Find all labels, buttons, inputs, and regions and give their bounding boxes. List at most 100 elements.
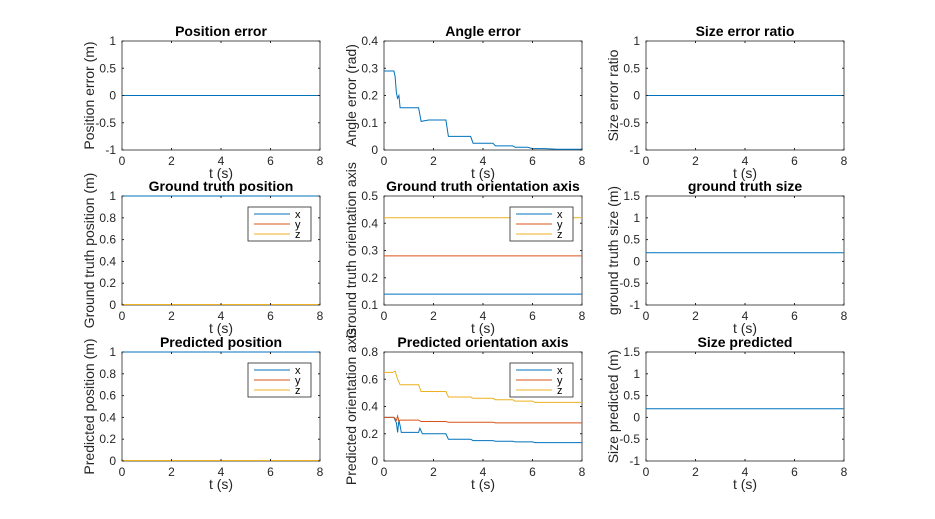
- y-tick-label: 1: [109, 345, 116, 359]
- y-axis-label: Predicted orientation axis: [343, 328, 359, 485]
- axes-box: [645, 195, 845, 306]
- y-tick-label: 0.4: [99, 410, 116, 424]
- legend-label-z: z: [557, 229, 563, 241]
- legend: xyz: [247, 362, 312, 398]
- y-tick-label: 0: [633, 254, 640, 268]
- x-tick-label: 6: [267, 154, 274, 168]
- x-tick-label: 2: [168, 465, 175, 479]
- y-axis-label: Size error ratio: [605, 49, 621, 141]
- x-tick-label: 2: [168, 154, 175, 168]
- legend-label-x: x: [557, 365, 563, 377]
- x-axis-label: t (s): [209, 165, 233, 181]
- y-axis-label: Ground truth position (m): [81, 173, 97, 329]
- series-line-x: [384, 416, 582, 444]
- x-axis-label: t (s): [471, 165, 495, 181]
- x-tick-label: 6: [529, 309, 536, 323]
- legend-label-x: x: [295, 209, 301, 221]
- y-tick-label: 1: [109, 34, 116, 48]
- y-axis-label: Ground truth orientation axis: [343, 162, 359, 339]
- subplot-2: 0 2 4 6 8 0 0.1 0.2 0.3 0.4 Angle error t (s) Angle …: [343, 23, 586, 181]
- x-tick-label: 8: [317, 154, 324, 168]
- x-tick-label: 4: [742, 309, 749, 323]
- x-tick-label: 4: [218, 154, 225, 168]
- x-axis-label: t (s): [209, 320, 233, 336]
- x-tick-label: 0: [643, 309, 650, 323]
- y-tick-label: 0.5: [99, 61, 116, 75]
- y-tick-label: -0.5: [95, 116, 116, 130]
- chart-title: Ground truth position: [149, 178, 294, 194]
- x-axis-label: t (s): [471, 476, 495, 492]
- legend-label-z: z: [557, 385, 563, 397]
- y-axis-label: Size predicted (m): [605, 350, 621, 464]
- y-tick-label: 0.2: [361, 89, 378, 103]
- y-tick-label: 0: [371, 454, 378, 468]
- x-tick-label: 2: [168, 309, 175, 323]
- y-tick-label: 1.5: [623, 189, 640, 203]
- chart-title: Size error ratio: [696, 23, 795, 39]
- legend-label-y: y: [557, 375, 563, 387]
- y-tick-label: 0: [109, 298, 116, 312]
- x-tick-label: 0: [381, 154, 388, 168]
- x-tick-label: 4: [480, 154, 487, 168]
- x-tick-label: 8: [579, 465, 586, 479]
- x-axis-label: t (s): [733, 165, 757, 181]
- x-tick-label: 8: [579, 309, 586, 323]
- x-tick-label: 6: [791, 465, 798, 479]
- chart-title: Size predicted: [698, 334, 793, 350]
- x-tick-label: 2: [692, 465, 699, 479]
- x-tick-label: 4: [742, 465, 749, 479]
- x-tick-label: 8: [317, 309, 324, 323]
- x-tick-label: 8: [579, 154, 586, 168]
- series-line-y: [384, 414, 582, 424]
- x-tick-label: 6: [267, 309, 274, 323]
- y-tick-label: 0.3: [361, 244, 378, 258]
- axes-box: [645, 351, 845, 462]
- x-tick-label: 2: [430, 309, 437, 323]
- y-tick-label: 0.8: [361, 345, 378, 359]
- y-tick-label: 1: [109, 189, 116, 203]
- y-tick-label: 1: [633, 367, 640, 381]
- x-tick-label: 4: [218, 465, 225, 479]
- y-tick-label: 0.6: [361, 372, 378, 386]
- x-axis-label: t (s): [733, 476, 757, 492]
- legend: xyz: [509, 206, 574, 242]
- x-tick-label: 4: [480, 465, 487, 479]
- y-tick-label: -1: [629, 298, 640, 312]
- chart-title: Predicted position: [160, 334, 282, 350]
- legend-label-z: z: [295, 385, 301, 397]
- y-tick-label: -0.5: [619, 276, 640, 290]
- y-tick-label: 0.2: [361, 271, 378, 285]
- y-tick-label: 0.4: [361, 400, 378, 414]
- x-axis-label: t (s): [733, 320, 757, 336]
- y-tick-label: -1: [629, 454, 640, 468]
- legend-label-y: y: [295, 375, 301, 387]
- y-tick-label: 0.6: [99, 233, 116, 247]
- y-axis-label: Angle error (rad): [343, 44, 359, 147]
- y-axis-label: Position error (m): [81, 41, 97, 149]
- x-tick-label: 0: [381, 465, 388, 479]
- x-tick-label: 6: [529, 465, 536, 479]
- legend: xyz: [509, 362, 574, 398]
- y-tick-label: 0.2: [361, 427, 378, 441]
- x-tick-label: 6: [791, 154, 798, 168]
- x-tick-label: 4: [742, 154, 749, 168]
- chart-title: Predicted orientation axis: [397, 334, 568, 350]
- y-tick-label: 0.1: [361, 298, 378, 312]
- x-tick-label: 4: [480, 309, 487, 323]
- legend-label-x: x: [295, 365, 301, 377]
- y-tick-label: -1: [105, 143, 116, 157]
- subplot-3: 0 2 4 6 8 -1 -0.5 0 0.5 1 Size error ratio t (s) Siz…: [605, 23, 848, 181]
- x-tick-label: 8: [841, 154, 848, 168]
- y-tick-label: 0: [633, 410, 640, 424]
- x-tick-label: 2: [692, 309, 699, 323]
- subplot-6: 0 2 4 6 8 -1 -0.5 0 0.5 1 1.5 ground truth size t (s…: [605, 178, 848, 336]
- subplot-1: 0 2 4 6 8 -1 -0.5 0 0.5 1 Position error t (s) Posit…: [81, 23, 324, 181]
- y-tick-label: 0.1: [361, 116, 378, 130]
- y-tick-label: 0.5: [361, 189, 378, 203]
- chart-title: ground truth size: [688, 178, 803, 194]
- y-tick-label: 1: [633, 211, 640, 225]
- x-tick-label: 0: [119, 465, 126, 479]
